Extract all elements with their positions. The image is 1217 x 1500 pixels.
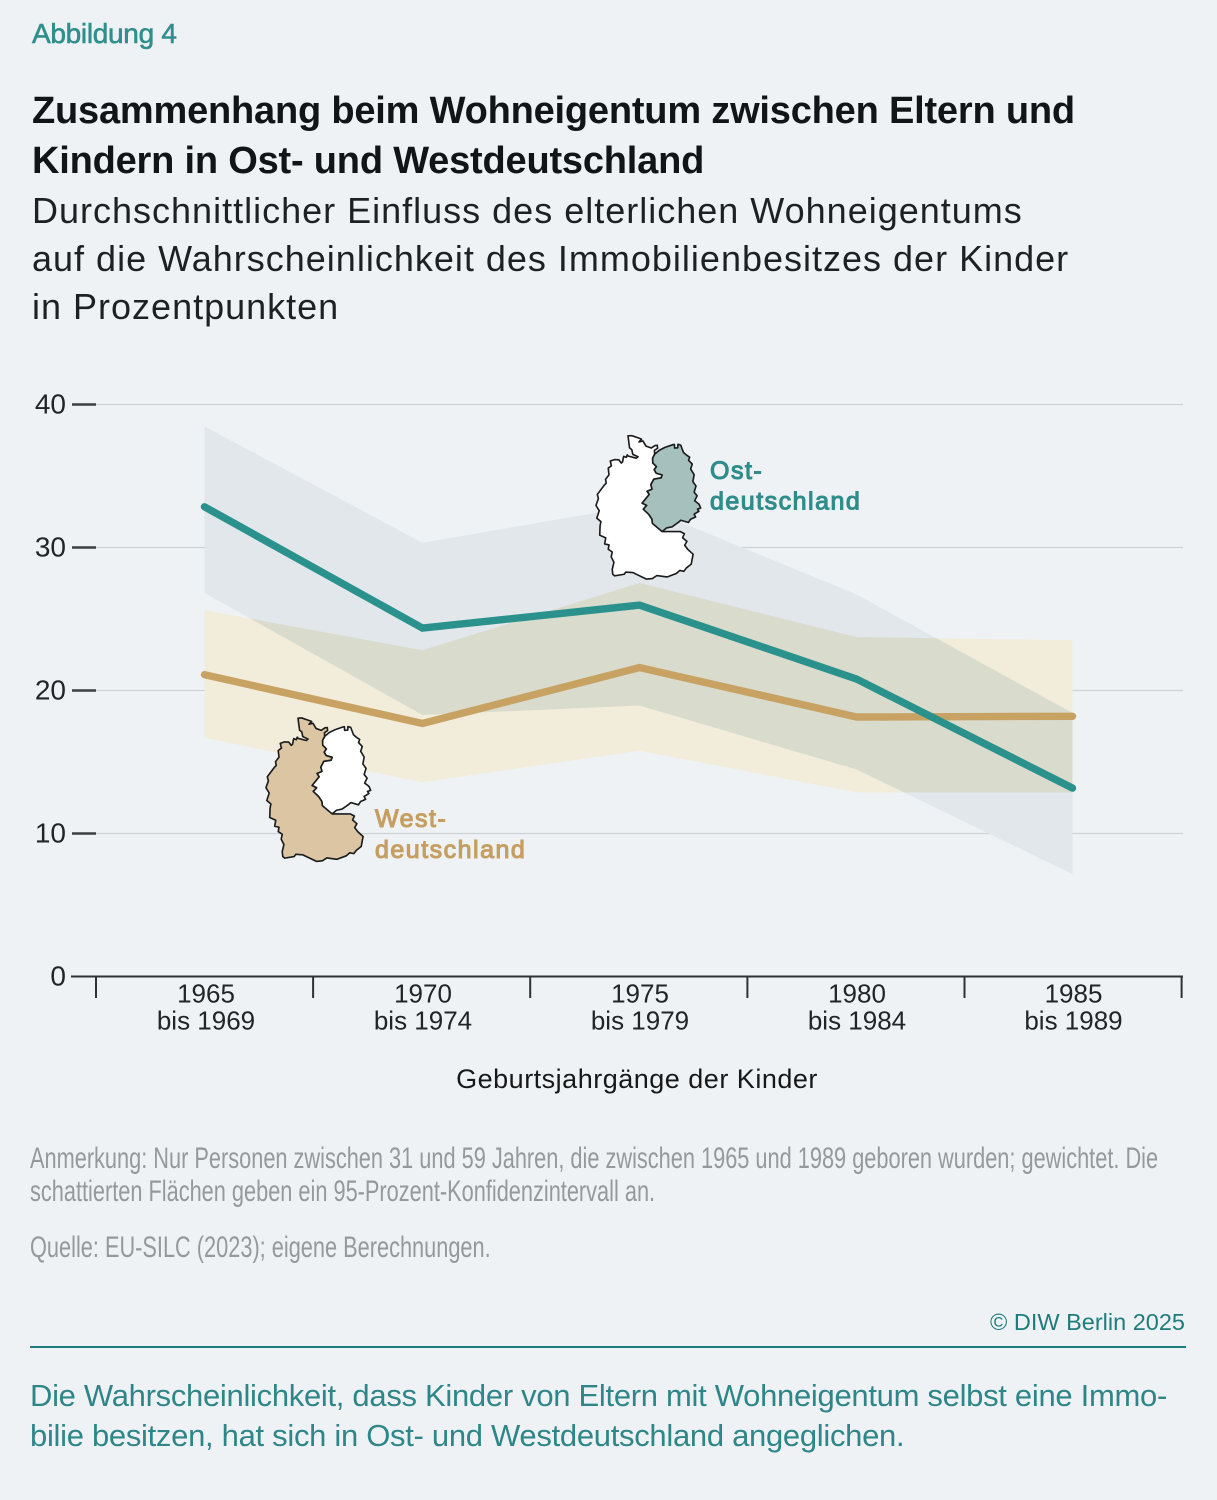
svg-text:Geburtsjahrgänge der Kinder: Geburtsjahrgänge der Kinder xyxy=(456,1064,818,1094)
svg-text:West-: West- xyxy=(375,805,447,833)
svg-text:1975: 1975 xyxy=(611,979,669,1009)
svg-text:bis 1989: bis 1989 xyxy=(1024,1006,1122,1036)
svg-text:Ost-: Ost- xyxy=(710,457,763,485)
svg-text:bis 1984: bis 1984 xyxy=(808,1006,906,1036)
svg-text:10: 10 xyxy=(35,818,66,849)
svg-text:0: 0 xyxy=(50,961,66,992)
svg-text:20: 20 xyxy=(35,675,66,706)
svg-text:deutschland: deutschland xyxy=(375,836,526,864)
svg-text:1965: 1965 xyxy=(177,979,235,1009)
svg-text:bis 1974: bis 1974 xyxy=(374,1006,472,1036)
svg-text:1970: 1970 xyxy=(394,979,452,1009)
svg-text:40: 40 xyxy=(35,389,66,420)
svg-text:bis 1979: bis 1979 xyxy=(591,1006,689,1036)
svg-text:1985: 1985 xyxy=(1045,979,1103,1009)
svg-text:bis 1969: bis 1969 xyxy=(157,1006,255,1036)
svg-text:1980: 1980 xyxy=(828,979,886,1009)
svg-text:30: 30 xyxy=(35,532,66,563)
svg-text:deutschland: deutschland xyxy=(710,488,861,516)
